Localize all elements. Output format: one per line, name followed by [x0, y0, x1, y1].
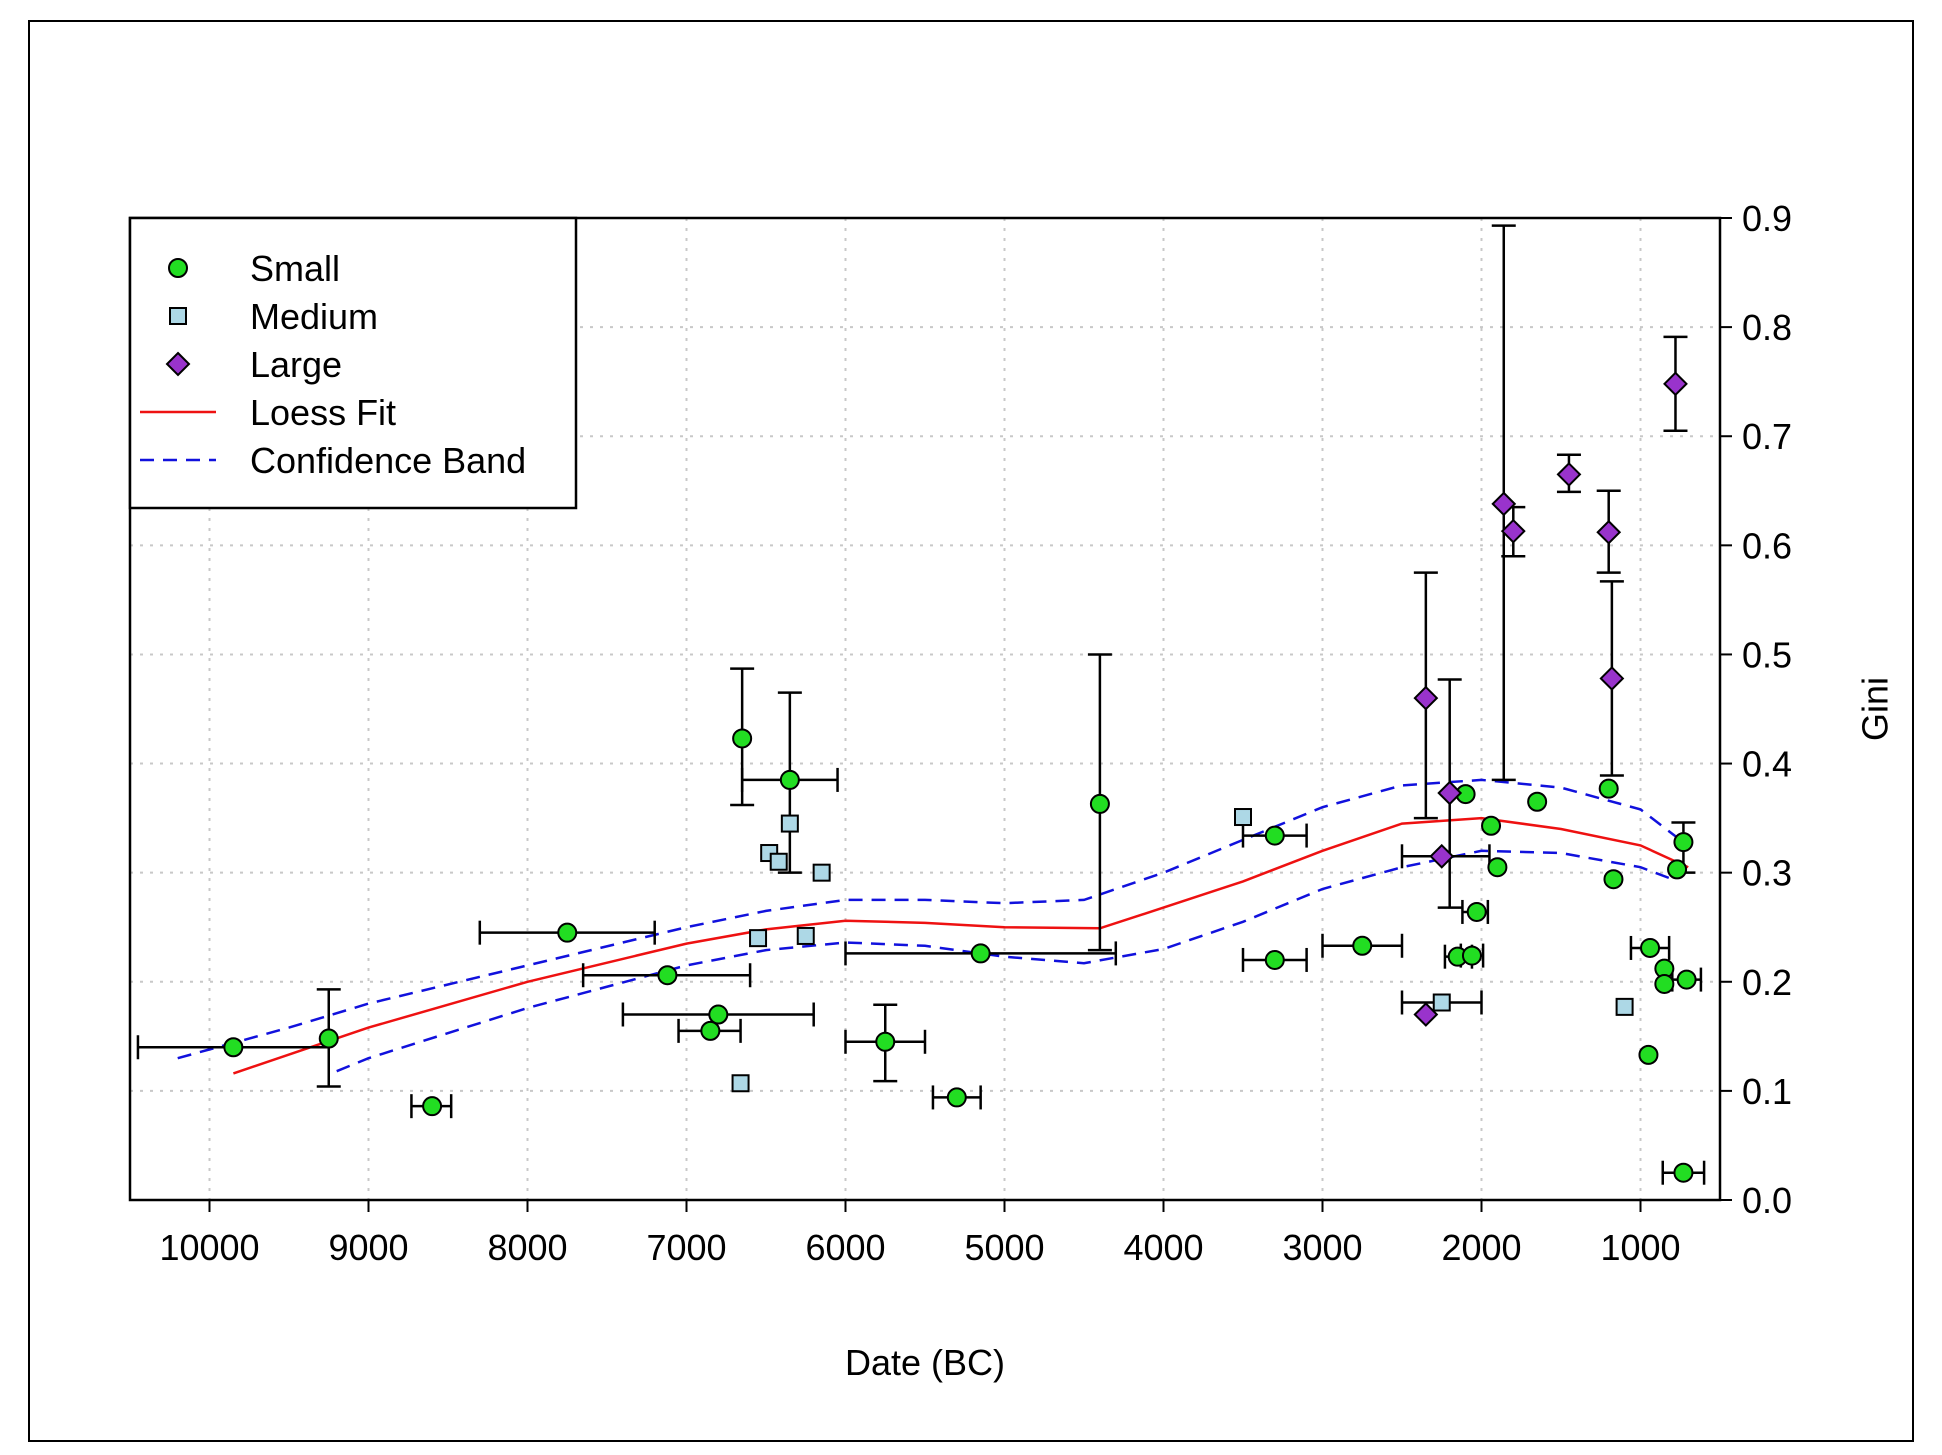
- small-point-24: [1598, 778, 1619, 799]
- y-tick-label: 0.0: [1742, 1180, 1792, 1221]
- small-point-30: [1673, 832, 1694, 853]
- legend-loess-fit-label: Loess Fit: [250, 392, 396, 433]
- medium-point-5: [796, 926, 815, 945]
- large-point-0: [1413, 685, 1439, 711]
- medium-point-4: [780, 814, 799, 833]
- large-point-5: [1500, 518, 1526, 544]
- y-tick-label: 0.7: [1742, 416, 1792, 457]
- small-point-15: [1352, 935, 1373, 956]
- x-tick-label: 1000: [1600, 1227, 1680, 1268]
- legend-medium-marker: [169, 307, 187, 325]
- large-point-7: [1596, 519, 1622, 545]
- small-point-12: [1089, 793, 1110, 814]
- legend-large-marker: [165, 351, 191, 377]
- figure-frame: [28, 20, 1914, 1442]
- legend: Small Medium Large Loess Fit Confidence Band: [128, 216, 578, 510]
- small-point-6: [700, 1020, 721, 1041]
- small-point-19: [1466, 901, 1487, 922]
- x-tick-label: 7000: [646, 1227, 726, 1268]
- confidence-band-upper: [177, 778, 1682, 1060]
- small-point-7: [732, 728, 753, 749]
- small-point-18: [1461, 945, 1482, 966]
- legend-medium-label: Medium: [250, 296, 378, 337]
- legend-box: [128, 216, 578, 510]
- large-point-9: [1663, 371, 1688, 397]
- legend-small-label: Small: [250, 248, 340, 289]
- large-point-1: [1437, 780, 1463, 806]
- y-axis-title: Gini: [1855, 677, 1896, 741]
- small-point-2: [422, 1096, 443, 1117]
- y-axis: 0.0 0.1 0.2 0.3 0.4 0.5 0.6 0.7 0.8 0.9: [1720, 198, 1792, 1221]
- y-tick-label: 0.4: [1742, 744, 1792, 785]
- y-tick-label: 0.2: [1742, 962, 1792, 1003]
- medium-point-1: [749, 929, 768, 948]
- confidence-band: [177, 778, 1682, 1073]
- small-point-31: [1676, 969, 1697, 990]
- small-point-13: [1264, 825, 1285, 846]
- plot-area-border: [128, 216, 1722, 1202]
- y-tick-label: 0.8: [1742, 307, 1792, 348]
- small-point-3: [557, 922, 578, 943]
- large-point-6: [1556, 461, 1582, 487]
- x-tick-label: 2000: [1441, 1227, 1521, 1268]
- large-point-2: [1429, 843, 1455, 869]
- large-point-4: [1491, 491, 1517, 517]
- y-tick-label: 0.3: [1742, 853, 1792, 894]
- small-point-28: [1638, 1044, 1659, 1065]
- legend-small-marker: [168, 258, 188, 278]
- x-tick-label: 10000: [159, 1227, 259, 1268]
- small-point-11: [970, 943, 991, 964]
- small-point-5: [708, 1004, 729, 1025]
- small-point-20: [1481, 815, 1502, 836]
- x-tick-label: 4000: [1123, 1227, 1203, 1268]
- medium-point-8: [1432, 993, 1451, 1012]
- medium-point-0: [731, 1074, 750, 1093]
- small-point-8: [779, 769, 800, 790]
- y-tick-label: 0.5: [1742, 634, 1792, 675]
- medium-point-7: [1234, 808, 1252, 827]
- large-point-8: [1599, 666, 1625, 691]
- y-tick-label: 0.9: [1742, 198, 1792, 239]
- legend-confidence-band-label: Confidence Band: [250, 440, 526, 481]
- legend-large-label: Large: [250, 344, 342, 385]
- small-point-9: [875, 1031, 896, 1052]
- small-point-32: [1673, 1162, 1694, 1183]
- x-tick-label: 9000: [328, 1227, 408, 1268]
- data-points: [223, 371, 1697, 1183]
- small-point-23: [1603, 869, 1624, 890]
- large-point-3: [1413, 1002, 1439, 1027]
- y-tick-label: 0.6: [1742, 525, 1792, 566]
- x-tick-label: 5000: [964, 1227, 1044, 1268]
- y-tick-label: 0.1: [1742, 1071, 1792, 1112]
- small-point-0: [223, 1037, 244, 1058]
- small-point-10: [946, 1087, 967, 1108]
- small-point-27: [1654, 973, 1675, 994]
- small-point-25: [1640, 937, 1661, 958]
- small-point-29: [1667, 859, 1688, 880]
- small-point-1: [318, 1028, 339, 1049]
- grid-lines: [130, 217, 1720, 1201]
- medium-point-3: [769, 852, 788, 871]
- small-point-21: [1487, 857, 1508, 878]
- small-point-4: [657, 965, 678, 986]
- medium-point-6: [812, 863, 831, 882]
- x-axis-title: Date (BC): [845, 1342, 1005, 1383]
- medium-point-9: [1615, 997, 1634, 1016]
- small-point-14: [1264, 949, 1285, 970]
- x-axis: 10000 9000 8000 7000 6000 5000 4000 3000 2000 100…: [159, 1200, 1681, 1268]
- x-tick-label: 6000: [805, 1227, 885, 1268]
- confidence-band-lower: [336, 849, 1673, 1073]
- small-point-22: [1527, 791, 1548, 812]
- x-tick-label: 8000: [487, 1227, 567, 1268]
- x-tick-label: 3000: [1282, 1227, 1362, 1268]
